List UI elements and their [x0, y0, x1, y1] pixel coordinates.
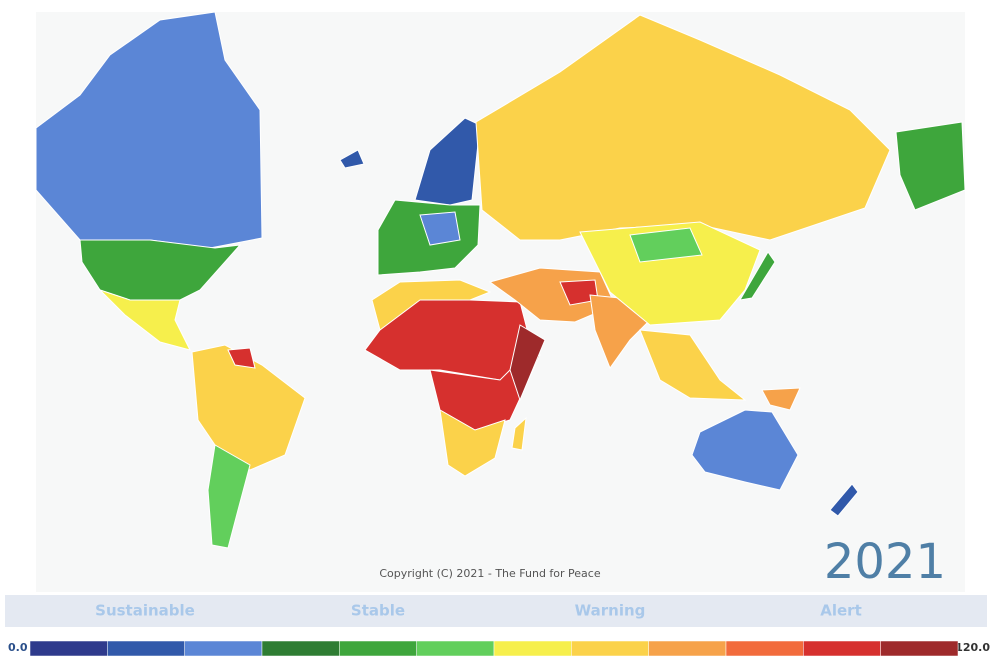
scale-segment — [29, 640, 108, 657]
mongolia — [629, 227, 703, 263]
category-label: Stable — [351, 602, 405, 620]
scale-segment — [493, 640, 572, 657]
usa — [79, 239, 242, 301]
new-zealand — [829, 483, 859, 517]
scale-max: 120.0 — [955, 641, 990, 654]
scale-segment — [880, 640, 959, 657]
china — [579, 221, 761, 326]
australia — [691, 409, 799, 491]
scale-segment — [416, 640, 495, 657]
scale-segment — [184, 640, 263, 657]
far-east — [895, 121, 966, 211]
japan — [739, 251, 776, 301]
madagascar — [511, 416, 527, 451]
new-guinea — [761, 387, 801, 411]
countries — [35, 11, 966, 549]
southeast-asia — [639, 329, 747, 401]
category-label: Alert — [820, 602, 862, 620]
category-label: Sustainable — [95, 602, 195, 620]
mexico — [99, 289, 191, 351]
somalia — [509, 324, 546, 402]
category-band — [5, 595, 987, 627]
russia — [475, 14, 891, 241]
scale-segment — [571, 640, 649, 657]
iceland — [339, 149, 365, 169]
scale-segment — [261, 640, 340, 657]
copyright: Copyright (C) 2021 - The Fund for Peace — [379, 567, 600, 580]
year: 2021 — [824, 534, 946, 590]
scale-segment — [107, 640, 185, 657]
argentina — [207, 444, 251, 549]
scale-segment — [725, 640, 804, 657]
color-scale — [29, 640, 959, 657]
scale-min: 0.0 — [8, 641, 28, 654]
scale-segment — [803, 640, 881, 657]
category-label: Warning — [575, 602, 646, 620]
southern-africa — [439, 409, 506, 477]
scale-segment — [339, 640, 417, 657]
venezuela — [227, 347, 256, 369]
central-europe — [419, 211, 461, 246]
scale-segment — [648, 640, 727, 657]
